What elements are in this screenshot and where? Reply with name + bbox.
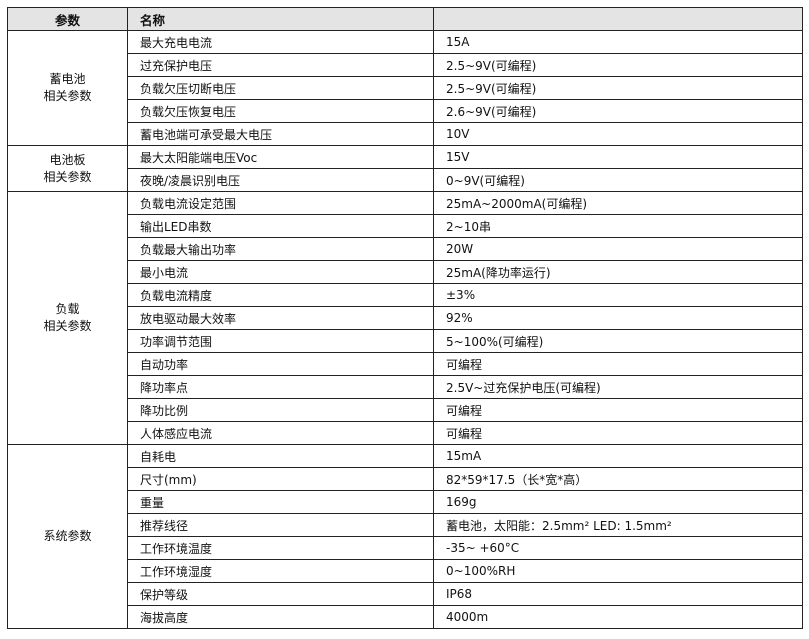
- param-name: 人体感应电流: [127, 421, 434, 445]
- param-value: 0~9V(可编程): [433, 168, 803, 192]
- param-value: 4000m: [433, 605, 803, 629]
- group-label-line: 系统参数: [43, 529, 92, 543]
- param-value: 15A: [433, 30, 803, 54]
- table-row: 负载欠压恢复电压 2.6~9V(可编程): [8, 99, 803, 123]
- table-row: 尺寸(mm) 82*59*17.5（长*宽*高）: [8, 467, 803, 491]
- param-name: 推荐线径: [127, 513, 434, 537]
- param-value: 蓄电池，太阳能：2.5mm² LED: 1.5mm²: [433, 513, 803, 537]
- header-value: [433, 7, 803, 31]
- param-name: 最大充电电流: [127, 30, 434, 54]
- param-name: 海拔高度: [127, 605, 434, 629]
- param-value: 2.5~9V(可编程): [433, 76, 803, 100]
- table-row: 最小电流 25mA(降功率运行): [8, 260, 803, 284]
- group-label: 电池板 相关参数: [7, 145, 128, 192]
- param-value: 20W: [433, 237, 803, 261]
- group-label-line: 相关参数: [43, 89, 92, 103]
- param-value: 25mA~2000mA(可编程): [433, 191, 803, 215]
- table-row: 工作环境温度 -35~ +60°C: [8, 536, 803, 560]
- table-row: 负载最大输出功率 20W: [8, 237, 803, 261]
- table-row: 过充保护电压 2.5~9V(可编程): [8, 53, 803, 77]
- header-parameter: 参数: [7, 7, 128, 31]
- param-name: 保护等级: [127, 582, 434, 606]
- table-row: 海拔高度 4000m: [8, 605, 803, 629]
- param-name: 功率调节范围: [127, 329, 434, 353]
- param-name: 工作环境湿度: [127, 559, 434, 583]
- table-row: 工作环境湿度 0~100%RH: [8, 559, 803, 583]
- param-name: 负载欠压恢复电压: [127, 99, 434, 123]
- table-row: 降功比例 可编程: [8, 398, 803, 422]
- header-name: 名称: [127, 7, 434, 31]
- group-label: 负载 相关参数: [7, 191, 128, 445]
- param-name: 降功比例: [127, 398, 434, 422]
- param-name: 负载最大输出功率: [127, 237, 434, 261]
- param-value: 2.5V~过充保护电压(可编程): [433, 375, 803, 399]
- table-row: 系统参数 自耗电 15mA: [7, 444, 803, 629]
- table-row: 功率调节范围 5~100%(可编程): [8, 329, 803, 353]
- header-row: 参数 名称: [7, 7, 803, 31]
- param-value: 15V: [433, 145, 803, 169]
- param-name: 负载电流精度: [127, 283, 434, 307]
- table-row: 蓄电池端可承受最大电压 10V: [8, 122, 803, 146]
- param-value: 2.6~9V(可编程): [433, 99, 803, 123]
- param-name: 工作环境温度: [127, 536, 434, 560]
- param-value: 10V: [433, 122, 803, 146]
- param-value: 5~100%(可编程): [433, 329, 803, 353]
- param-value: 2~10串: [433, 214, 803, 238]
- param-value: 82*59*17.5（长*宽*高）: [433, 467, 803, 491]
- table-row: 负载 相关参数 负载电流设定范围 25mA~2000mA(可编程): [7, 191, 803, 445]
- table-row: 夜晚/凌晨识别电压 0~9V(可编程): [8, 168, 803, 192]
- group-label: 蓄电池 相关参数: [7, 30, 128, 146]
- param-name: 输出LED串数: [127, 214, 434, 238]
- param-name: 最大太阳能端电压Voc: [127, 145, 434, 169]
- param-value: 2.5~9V(可编程): [433, 53, 803, 77]
- param-value: 可编程: [433, 352, 803, 376]
- param-name: 尺寸(mm): [127, 467, 434, 491]
- table-row: 电池板 相关参数 最大太阳能端电压Voc 15V: [7, 145, 803, 192]
- param-value: 0~100%RH: [433, 559, 803, 583]
- table-row: 推荐线径 蓄电池，太阳能：2.5mm² LED: 1.5mm²: [8, 513, 803, 537]
- group-label-line: 相关参数: [43, 319, 92, 333]
- param-value: IP68: [433, 582, 803, 606]
- param-name: 夜晚/凌晨识别电压: [127, 168, 434, 192]
- group-label-line: 相关参数: [43, 169, 92, 184]
- param-name: 负载欠压切断电压: [127, 76, 434, 100]
- group-label: 系统参数: [7, 444, 128, 629]
- table-row: 降功率点 2.5V~过充保护电压(可编程): [8, 375, 803, 399]
- param-name: 最小电流: [127, 260, 434, 284]
- param-name: 自耗电: [127, 444, 434, 468]
- table-row: 自动功率 可编程: [8, 352, 803, 376]
- spec-table: 参数 名称 蓄电池 相关参数 最大充电电流 15A 过充保护电压 2.5~9V(可编程) 负…: [7, 7, 803, 629]
- param-name: 放电驱动最大效率: [127, 306, 434, 330]
- table-row: 输出LED串数 2~10串: [8, 214, 803, 238]
- table-row: 蓄电池 相关参数 最大充电电流 15A: [7, 30, 803, 146]
- param-name: 过充保护电压: [127, 53, 434, 77]
- param-name: 降功率点: [127, 375, 434, 399]
- group-label-line: 负载: [55, 302, 80, 316]
- table-row: 放电驱动最大效率 92%: [8, 306, 803, 330]
- param-value: -35~ +60°C: [433, 536, 803, 560]
- table-row: 负载电流精度 ±3%: [8, 283, 803, 307]
- param-name: 负载电流设定范围: [127, 191, 434, 215]
- param-value: 169g: [433, 490, 803, 514]
- group-label-line: 电池板: [49, 152, 86, 167]
- param-value: 25mA(降功率运行): [433, 260, 803, 284]
- table-row: 保护等级 IP68: [8, 582, 803, 606]
- table-row: 人体感应电流 可编程: [8, 421, 803, 445]
- table-row: 负载欠压切断电压 2.5~9V(可编程): [8, 76, 803, 100]
- param-value: 15mA: [433, 444, 803, 468]
- table-row: 重量 169g: [8, 490, 803, 514]
- param-value: 可编程: [433, 421, 803, 445]
- param-value: ±3%: [433, 283, 803, 307]
- param-name: 蓄电池端可承受最大电压: [127, 122, 434, 146]
- param-value: 可编程: [433, 398, 803, 422]
- param-name: 重量: [127, 490, 434, 514]
- param-value: 92%: [433, 306, 803, 330]
- group-label-line: 蓄电池: [49, 72, 86, 86]
- param-name: 自动功率: [127, 352, 434, 376]
